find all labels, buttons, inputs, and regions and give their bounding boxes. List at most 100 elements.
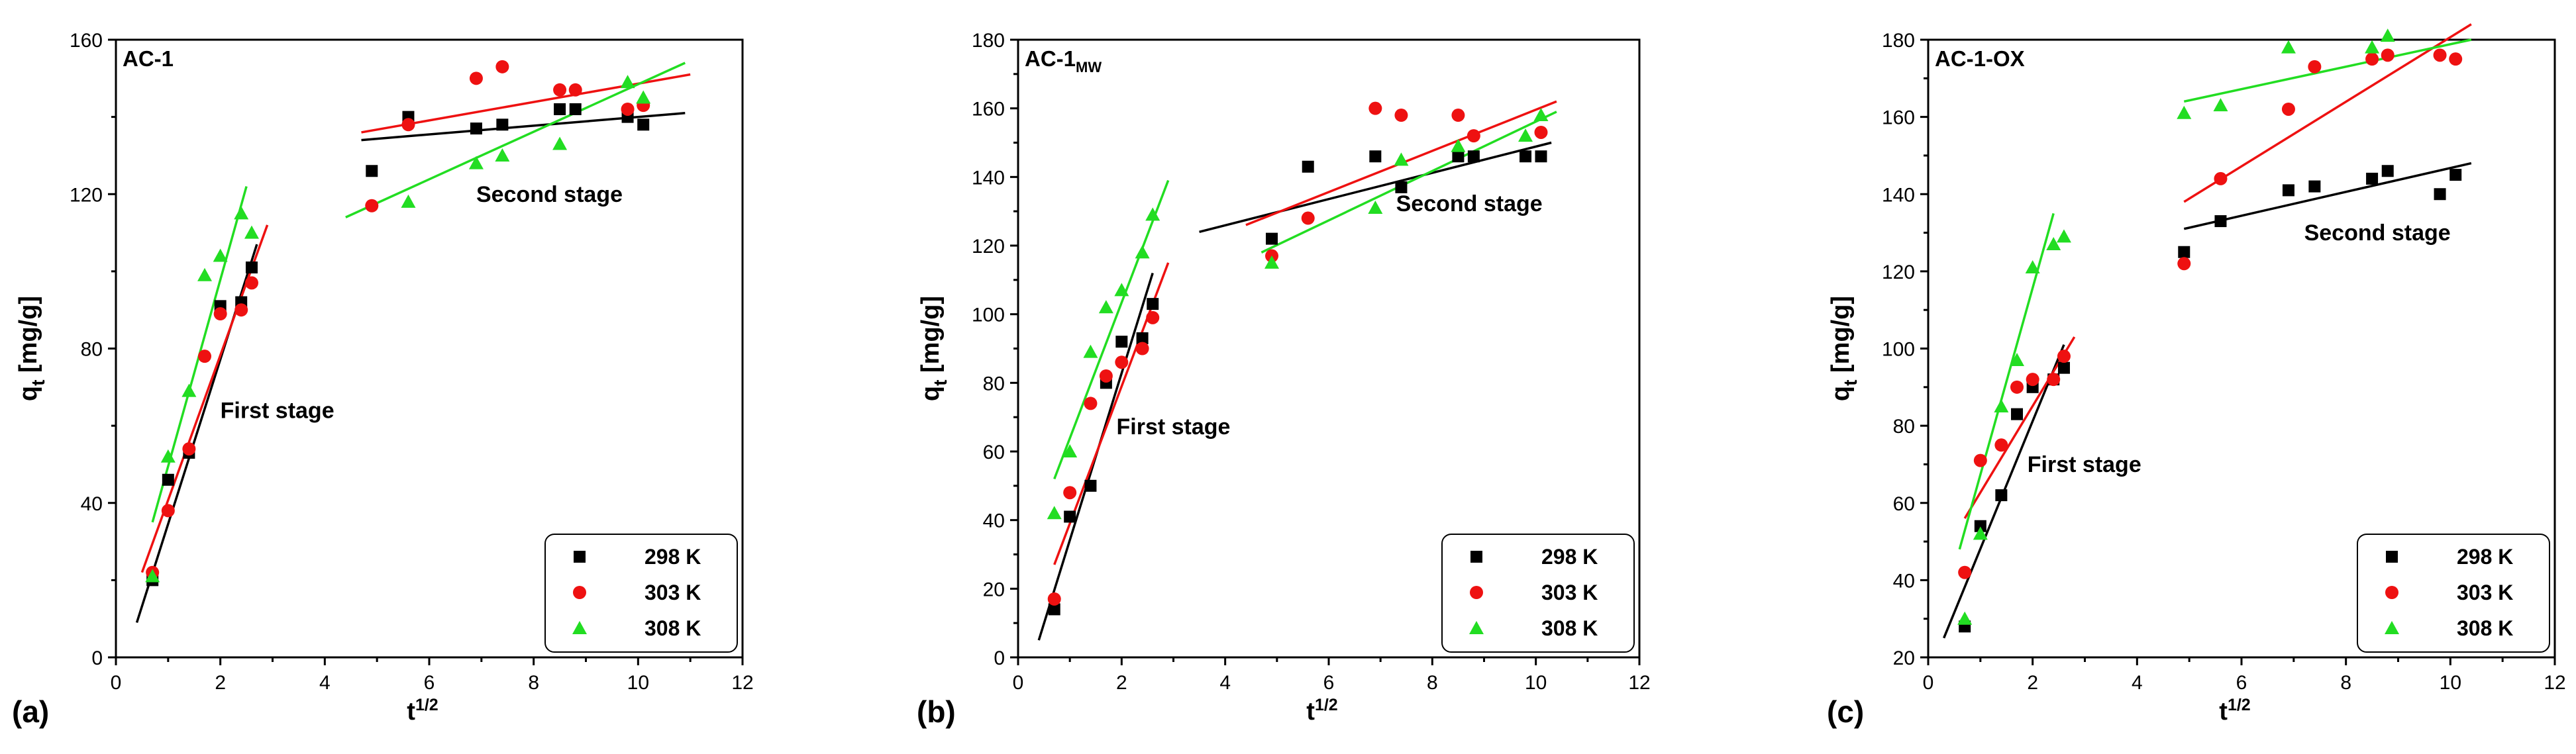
points-308-k [145,75,651,583]
data-point [401,118,415,132]
annotation-second-stage: Second stage [476,182,623,207]
y-axis-label-sub: t [28,380,48,386]
y-tick-label: 40 [983,510,1005,532]
data-point [2365,52,2379,66]
y-axis-label-unit: [mg/g] [917,296,945,380]
data-point [1368,200,1383,214]
annotation-second-stage: Second stage [2304,220,2451,246]
y-tick-label: 160 [1882,107,1915,129]
data-point [1084,397,1098,410]
x-axis-label: t1/2 [2219,696,2250,726]
series-308-k [151,62,686,523]
data-point [568,83,582,97]
data-point [1994,438,2008,452]
data-point [2282,184,2294,197]
data-point [1467,150,1480,163]
legend-marker [1470,586,1483,599]
x-tick-label: 10 [627,672,649,694]
data-point [2057,361,2070,374]
data-point [1994,399,2009,412]
data-point [366,165,378,177]
legend: 298 K 303 K 308 K [544,534,738,653]
data-point [1520,150,1532,163]
data-point [1047,506,1062,520]
x-tick-label: 4 [2132,672,2143,694]
data-point [1145,207,1160,221]
x-tick-label: 2 [215,672,226,694]
data-point [1099,369,1113,383]
legend-label: 298 K [644,545,701,569]
data-point [1135,342,1149,355]
legend: 298 K 303 K 308 K [1441,534,1635,653]
data-point [2214,215,2227,228]
legend-entry: 298 K [574,545,701,569]
y-tick-label: 80 [983,373,1005,395]
data-point [234,206,249,220]
data-point [1995,489,2008,502]
y-axis-label-base: q [1827,386,1855,401]
y-axis-label: qt [mg/g] [917,296,951,401]
y-axis-label: qt [mg/g] [1827,296,1861,401]
data-point [197,267,213,281]
y-axis-label-unit: [mg/g] [1827,296,1855,380]
data-point [244,225,259,239]
legend-marker [1470,551,1482,563]
panel-title: AC-1-OX [1935,46,2025,71]
data-point [401,194,416,208]
data-point [1518,128,1533,142]
data-point [2010,352,2025,366]
fit-line [1199,141,1552,233]
data-point [1047,592,1061,606]
points-308-k [1047,108,1549,520]
data-point [2308,180,2321,193]
data-point [1368,101,1382,115]
x-tick-label: 6 [2236,672,2247,694]
data-point [470,122,482,135]
data-point [245,261,258,274]
x-tick-label: 6 [424,672,435,694]
y-axis-label-base: q [917,386,945,401]
panel-title: AC-1 [123,46,174,71]
y-axis-label-base: q [15,386,42,401]
chart-panel-b: 0 2 4 6 8 10 12020406080100120140160180t1/2qt … [917,30,1651,729]
legend-entry: 303 K [573,581,701,604]
data-point [1084,479,1097,492]
data-point [1135,245,1150,259]
data-point [181,383,197,397]
legend-marker [2386,551,2398,563]
x-tick-label: 8 [1427,672,1438,694]
x-tick-label: 4 [319,672,331,694]
data-point [2047,373,2061,387]
y-tick-label: 20 [1893,647,1915,669]
legend-label: 303 K [2457,581,2513,604]
panel-title-main: AC-1-OX [1935,46,2025,71]
legend-label: 298 K [2457,545,2513,569]
y-axis-label-unit: [mg/g] [15,296,42,380]
data-point [234,303,248,317]
y-axis-label-sub: t [1840,380,1861,386]
data-point [552,136,568,150]
data-point [198,350,212,363]
data-point [1394,152,1409,166]
data-point [2366,172,2379,185]
legend-box [2357,534,2550,653]
x-tick-label: 0 [111,672,122,694]
legend-label: 308 K [2457,616,2513,640]
fit-line [1963,336,2076,519]
data-point [1136,332,1149,344]
legend-marker [1469,621,1484,634]
panel-title: AC-1MW [1025,46,1102,75]
x-tick-label: 12 [2544,672,2565,694]
x-tick-label: 0 [1013,672,1024,694]
legend: 298 K 303 K 308 K [2357,534,2550,653]
data-point [1974,520,1986,532]
data-point [495,148,510,162]
data-point [2025,260,2040,274]
data-point [1083,344,1098,358]
fit-line [345,62,686,218]
data-point [161,504,175,518]
annotation-first-stage: First stage [2028,452,2141,477]
data-point [182,442,196,456]
data-point [2381,165,2394,177]
